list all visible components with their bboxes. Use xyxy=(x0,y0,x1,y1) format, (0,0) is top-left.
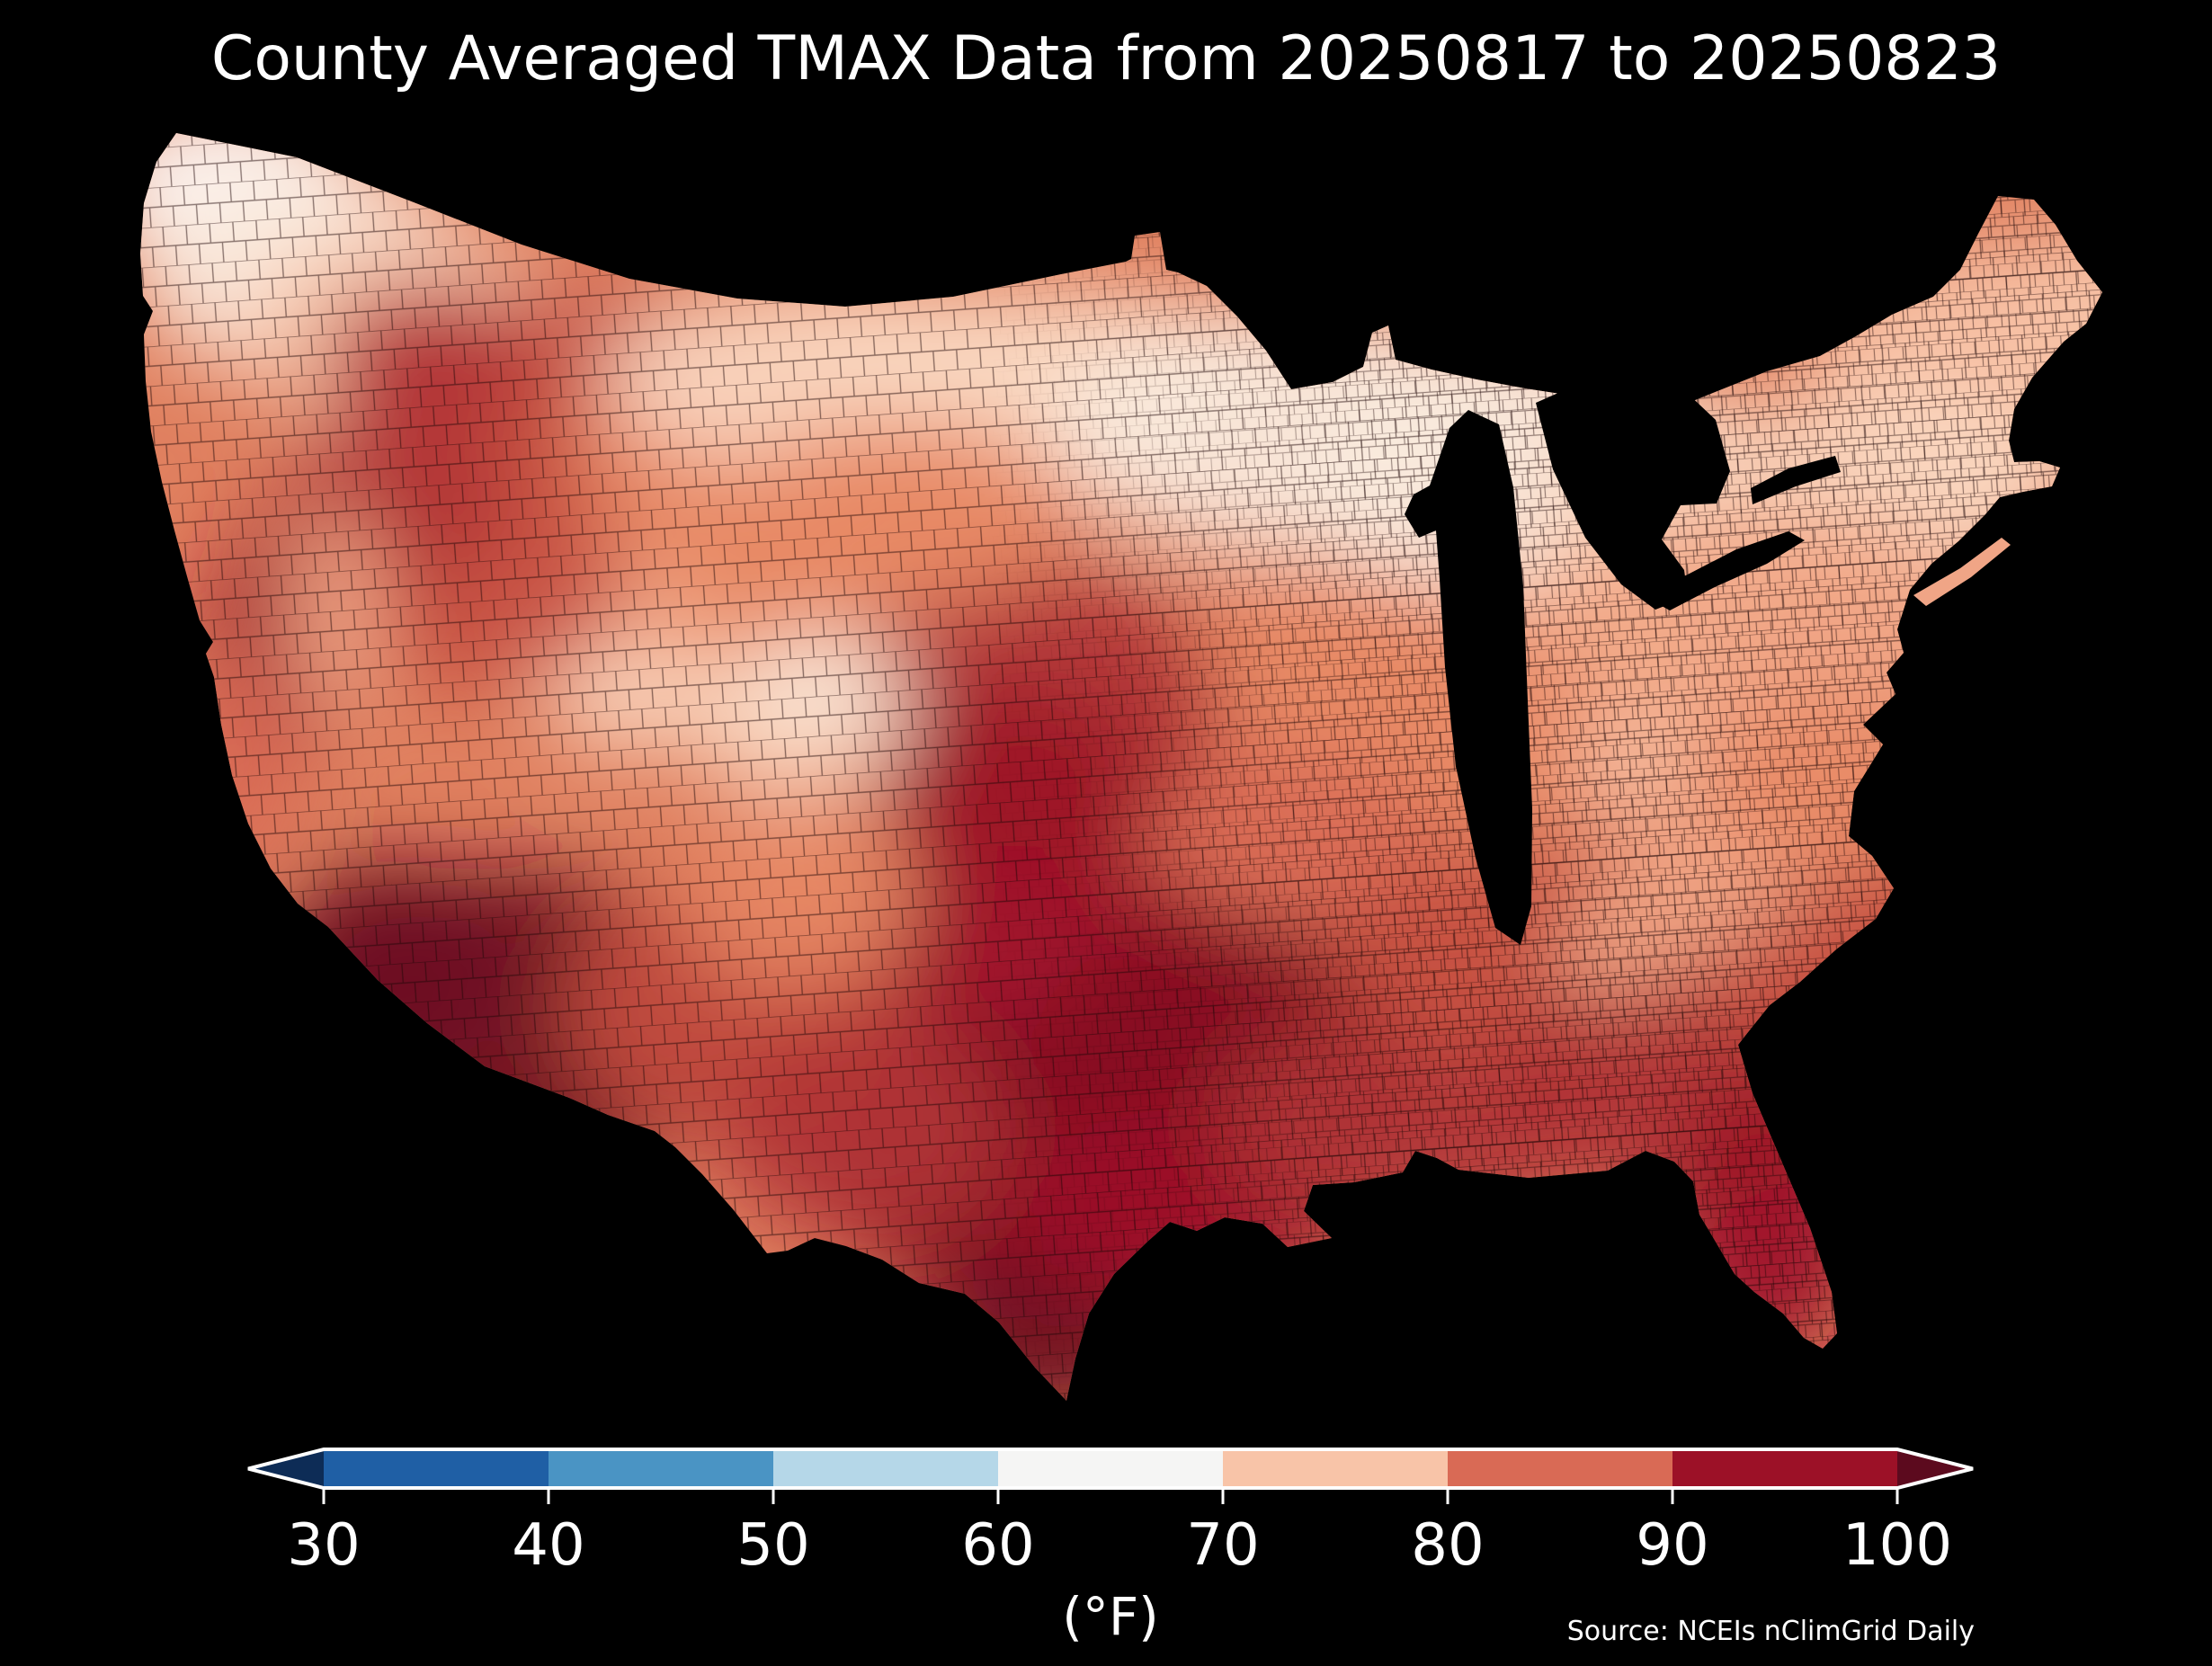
colorbar-segment-80-90 xyxy=(1448,1449,1672,1488)
colorbar-tick-label: 50 xyxy=(736,1512,809,1579)
colorbar-segment-90-100 xyxy=(1672,1449,1897,1488)
colorbar-tick-label: 70 xyxy=(1186,1512,1259,1579)
colorbar-unit-label: (°F) xyxy=(1062,1586,1159,1647)
colorbar-segment-70-80 xyxy=(1223,1449,1448,1488)
colorbar-tick-label: 100 xyxy=(1842,1512,1952,1579)
lake-huron xyxy=(1536,379,1730,610)
colorbar-segment-40-50 xyxy=(549,1449,773,1488)
figure-title: County Averaged TMAX Data from 20250817 … xyxy=(211,23,2001,94)
colorbar-under-arrow xyxy=(248,1449,324,1488)
colorbar-over-arrow xyxy=(1897,1449,1973,1488)
colorbar: 30 40 50 60 70 80 90 100 (°F) xyxy=(247,1448,1974,1647)
lake-ontario xyxy=(1751,456,1841,504)
colorbar-segments xyxy=(324,1449,1897,1488)
colorbar-tick-label: 60 xyxy=(961,1512,1034,1579)
colorbar-tick-label: 90 xyxy=(1636,1512,1708,1579)
colorbar-segment-30-40 xyxy=(324,1449,549,1488)
colorbar-ticks: 30 40 50 60 70 80 90 100 xyxy=(287,1488,1952,1579)
long-island xyxy=(1913,538,2011,606)
colorbar-segment-60-70 xyxy=(998,1449,1223,1488)
lake-michigan xyxy=(1405,410,1532,945)
great-lakes xyxy=(1405,379,1841,945)
colorbar-tick-label: 80 xyxy=(1411,1512,1484,1579)
colorbar-tick-label: 30 xyxy=(287,1512,360,1579)
colorbar-segment-50-60 xyxy=(773,1449,998,1488)
lake-erie xyxy=(1655,531,1805,610)
colorbar-tick-label: 40 xyxy=(512,1512,584,1579)
source-attribution: Source: NCEIs nClimGrid Daily xyxy=(1567,1616,1975,1647)
